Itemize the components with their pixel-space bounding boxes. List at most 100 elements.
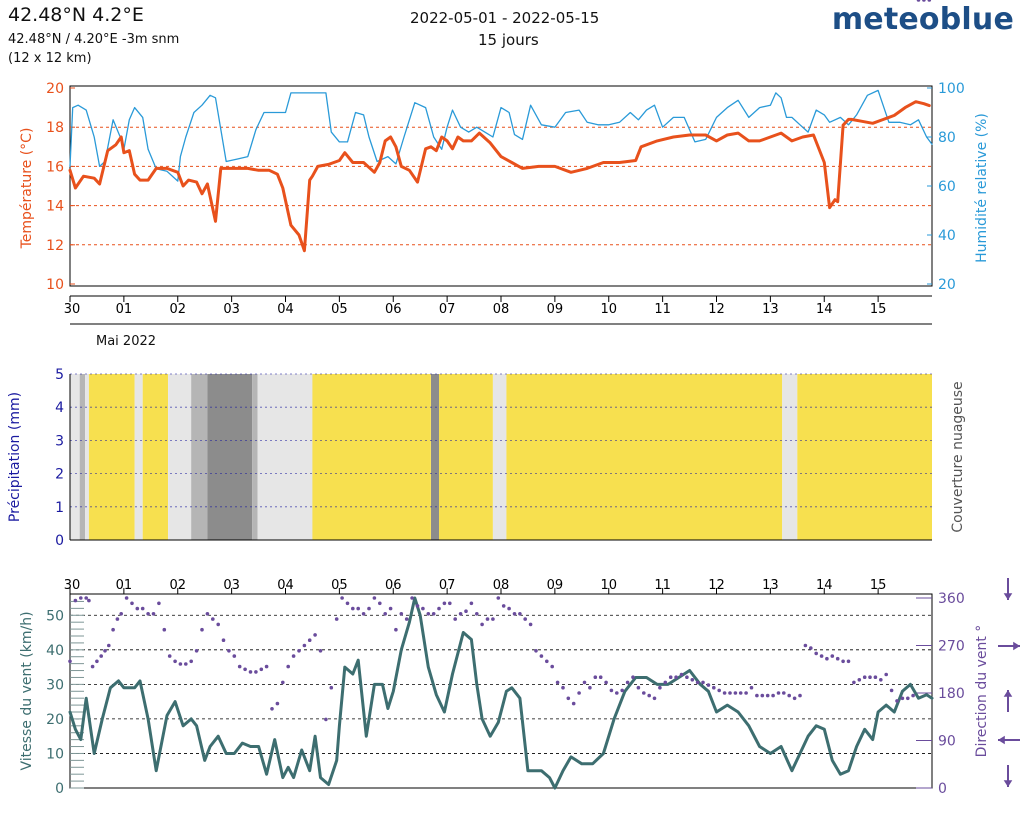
wind-direction-point (87, 598, 91, 603)
wind-direction-point (237, 664, 242, 669)
wind-direction-point (421, 606, 425, 611)
wind-direction-point (313, 633, 317, 637)
wind-direction-point (846, 659, 851, 664)
wind-direction-point (728, 691, 732, 695)
cloud-cover-band (168, 374, 192, 540)
cloud-cover-band (142, 374, 168, 540)
wind-speed-tick-label: 20 (46, 712, 64, 728)
wind-direction-point (480, 622, 484, 627)
wind-direction-point (415, 604, 420, 608)
temp-tick-label: 16 (46, 159, 64, 175)
wind-direction-point (475, 612, 479, 616)
wind-direction-point (448, 601, 452, 606)
wind-direction-point (184, 662, 188, 666)
wind-direction-point (270, 707, 274, 711)
cloud-cover-band (134, 374, 143, 540)
cloud-cover-band (85, 374, 89, 540)
cloud-cover-band (70, 374, 80, 540)
wind-direction-point (647, 693, 651, 698)
wind-direction-point (523, 617, 527, 621)
x-tick-label: 05 (331, 302, 348, 317)
wind-speed-axis-label: Vitesse du vent (km/h) (19, 611, 35, 770)
wind-direction-point (367, 606, 371, 611)
wind-dir-tick-label: 0 (938, 781, 947, 797)
wind-direction-point (410, 596, 414, 600)
wind-direction-point (426, 612, 431, 616)
wind-direction-point (297, 649, 301, 653)
wind-direction-point (107, 643, 111, 648)
wind-direction-point (722, 691, 727, 695)
wind-direction-point (146, 612, 150, 616)
wind-direction-point (685, 675, 689, 679)
wind-direction-point (776, 691, 781, 695)
wind-direction-point (361, 612, 366, 616)
cloud-cover-band (207, 374, 253, 540)
x-tick-label: 06 (385, 302, 402, 317)
wind-direction-point (378, 601, 382, 606)
x-tick-label: 14 (816, 302, 833, 317)
humidity-line (69, 89, 933, 182)
wind-direction-point (264, 664, 269, 669)
wind-direction-point (200, 627, 204, 632)
cloud-cover-band (439, 374, 493, 540)
wind-direction-point (518, 612, 522, 616)
grid-resolution: (12 x 12 km) (8, 51, 92, 66)
x-tick-label: 04 (277, 578, 294, 593)
wind-direction-point (394, 627, 398, 632)
x-tick-label: 09 (547, 578, 564, 593)
wind-direction-point (507, 606, 511, 611)
wind-direction-point (695, 680, 700, 685)
cloud-cover-band (88, 374, 135, 540)
wind-direction-point (383, 612, 388, 616)
east-wind-arrow-icon-head (1013, 641, 1020, 651)
precip-tick-label: 3 (55, 433, 64, 449)
wind-direction-point (259, 667, 264, 672)
wind-direction-point (555, 680, 560, 685)
wind-direction-point (356, 606, 361, 611)
wind-direction-point (469, 601, 474, 606)
wind-direction-point (340, 596, 344, 600)
wind-direction-point (90, 664, 95, 669)
wind-direction-point (512, 612, 517, 616)
wind-direction-point (550, 664, 554, 669)
wind-direction-point (103, 649, 107, 653)
wind-direction-point (631, 675, 635, 679)
x-tick-label: 09 (547, 302, 564, 317)
wind-direction-point (701, 680, 705, 685)
wind-direction-point (679, 672, 684, 677)
wind-speed-tick-label: 0 (55, 781, 64, 797)
temp-tick-label: 18 (46, 120, 64, 136)
wind-direction-point (464, 609, 468, 613)
wind-direction-point (749, 685, 754, 690)
x-tick-label: 02 (169, 302, 186, 317)
wind-direction-point (189, 659, 193, 664)
wind-direction-point (744, 691, 748, 695)
wind-direction-point (124, 596, 129, 600)
wind-direction-point (227, 649, 231, 653)
x-tick-label: 30 (64, 302, 81, 317)
x-tick-label: 02 (169, 578, 186, 593)
wind-direction-point (690, 678, 695, 682)
wind-direction-point (658, 685, 662, 690)
wind-direction-point (221, 638, 226, 642)
wind-speed-tick-label: 10 (46, 746, 64, 762)
x-tick-label: 12 (708, 302, 725, 317)
wind-direction-point (577, 691, 581, 695)
x-tick-label: 13 (762, 302, 779, 317)
x-tick-label: 10 (600, 302, 617, 317)
wind-direction-point (528, 622, 533, 627)
temp-tick-label: 12 (46, 238, 64, 254)
wind-direction-point (404, 617, 409, 621)
x-tick-label: 14 (816, 578, 833, 593)
wind-direction-point (889, 688, 894, 693)
wind-direction-point (906, 696, 910, 701)
wind-direction-point (884, 672, 888, 677)
wind-direction-point (275, 701, 280, 706)
precip-tick-label: 0 (55, 533, 64, 549)
wind-direction-point (717, 688, 721, 693)
meteoblue-logo[interactable]: meteoblue (831, 2, 1014, 37)
wind-direction-point (130, 601, 134, 606)
wind-plot-frame (69, 593, 933, 789)
wind-direction-point (458, 612, 463, 616)
